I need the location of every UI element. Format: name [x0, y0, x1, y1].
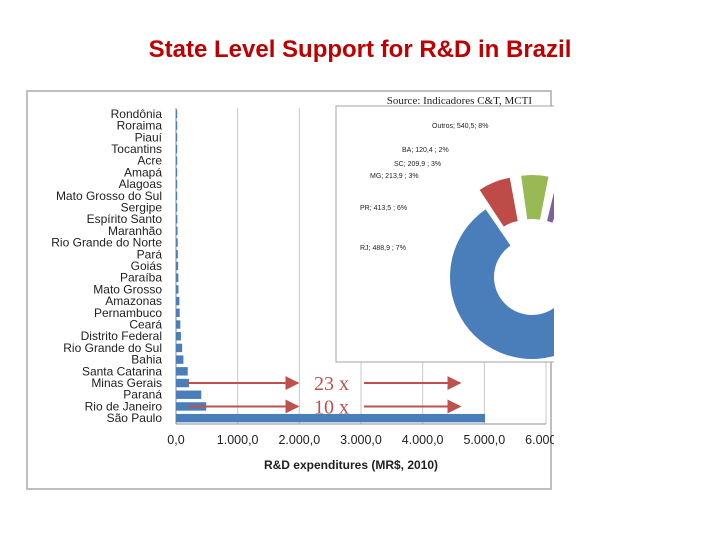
pie-slice — [547, 192, 554, 223]
pie-slice-label: BA; 120,4 ; 2% — [402, 147, 449, 154]
x-tick-label: 3.000,0 — [340, 433, 382, 447]
category-label: Santa Catarina — [82, 364, 162, 378]
x-tick-label: 4.000,0 — [402, 433, 444, 447]
category-label: Piauí — [135, 130, 163, 144]
bar — [176, 367, 188, 376]
pie-slice-label: SC; 209,9 ; 3% — [394, 161, 441, 168]
source-note: Source: Indicadores C&T, MCTI — [387, 95, 533, 107]
bar-chart: RondôniaRoraimaPiauíTocantinsAcreAmapáAl… — [51, 95, 554, 472]
x-tick-label: 6.000,0 — [525, 433, 554, 447]
bar — [176, 250, 178, 259]
bar — [176, 156, 178, 165]
category-label: Tocantins — [111, 142, 162, 156]
pie-slice — [450, 209, 554, 359]
bar — [176, 203, 178, 212]
multiplier-label: 10 x — [314, 396, 349, 418]
x-tick-label: 0,0 — [167, 433, 184, 447]
category-label: Mato Grosso do Sul — [56, 189, 162, 203]
pie-slice-label: PR; 413,5 ; 6% — [360, 205, 407, 212]
bar — [176, 378, 189, 388]
pie-slice-label: Outros; 540,5; 8% — [432, 123, 488, 130]
category-label: São Paulo — [107, 411, 163, 425]
bar — [176, 226, 178, 236]
pie-slice — [479, 177, 518, 227]
category-label: Rio de Janeiro — [85, 399, 163, 413]
bar — [176, 238, 178, 247]
bar — [176, 133, 178, 142]
category-label: Rio Grande do Sul — [63, 341, 162, 355]
bar — [176, 214, 178, 224]
bar — [176, 332, 181, 341]
category-label: Roraima — [117, 119, 163, 133]
x-tick-label: 2.000,0 — [278, 433, 320, 447]
category-label: Maranhão — [108, 224, 162, 238]
bar — [176, 320, 181, 329]
slide-title: State Level Support for R&D in Brazil — [148, 36, 572, 63]
category-label: Goiás — [131, 259, 162, 273]
chart-figure: Rondônia Roraima Piauí Tocantins Acre Amapá Al… — [26, 90, 554, 490]
category-label: Sergipe — [121, 200, 163, 214]
pie-slice-label: RJ; 488,9 ; 7% — [360, 245, 406, 252]
bar — [176, 343, 183, 353]
bar — [176, 168, 178, 177]
category-label: Pará — [137, 247, 163, 261]
bar — [176, 261, 179, 271]
bar — [176, 413, 486, 423]
category-label: Rondônia — [111, 107, 163, 121]
bar — [176, 308, 180, 318]
bar — [176, 191, 178, 200]
pie-slice-label: MG; 213,9 ; 3% — [370, 173, 419, 180]
bar — [176, 355, 184, 364]
multiplier-label: 23 x — [314, 373, 349, 395]
bar — [176, 273, 179, 282]
category-label: Distrito Federal — [81, 329, 162, 343]
x-axis-label: R&D expenditures (MR$, 2010) — [264, 458, 438, 472]
category-label: Alagoas — [119, 177, 162, 191]
category-label: Paraíba — [120, 271, 162, 285]
category-label: Espírito Santo — [87, 212, 163, 226]
bar — [176, 390, 202, 399]
x-tick-label: 5.000,0 — [463, 433, 505, 447]
x-tick-label: 1.000,0 — [217, 433, 259, 447]
bar — [176, 296, 180, 306]
category-label: Minas Gerais — [91, 376, 162, 390]
category-label: Paraná — [123, 388, 162, 402]
category-label: Amapá — [124, 165, 162, 179]
bar — [176, 285, 179, 294]
bar — [176, 144, 178, 154]
category-label: Mato Grosso — [93, 282, 162, 296]
bar — [176, 179, 178, 189]
bar — [176, 109, 178, 119]
category-label: Amazonas — [105, 294, 162, 308]
category-label: Acre — [137, 154, 162, 168]
category-label: Bahia — [131, 353, 162, 367]
category-label: Pernambuco — [94, 306, 162, 320]
bar — [176, 121, 178, 130]
category-label: Rio Grande do Norte — [51, 236, 162, 250]
category-label: Ceará — [129, 318, 162, 332]
pie-slice — [521, 175, 549, 220]
